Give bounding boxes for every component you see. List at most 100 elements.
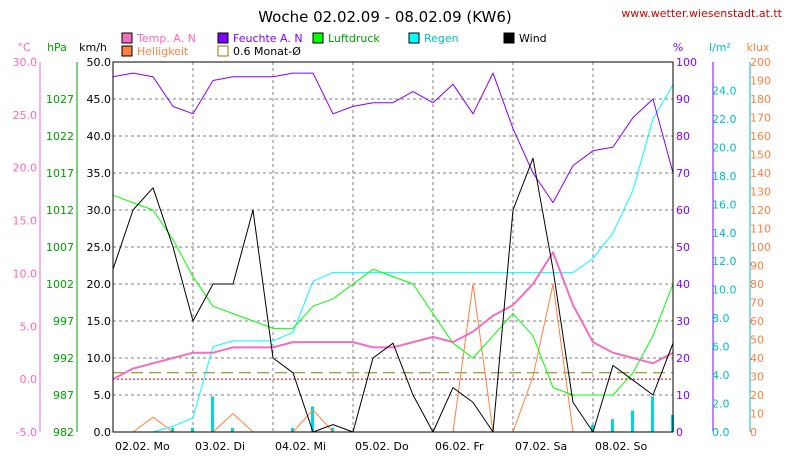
legend-label: Helligkeit <box>137 45 189 58</box>
y-axis-label-press: hPa <box>47 41 67 54</box>
rain-bar <box>231 428 234 432</box>
y-tick-rain: 8.0 <box>712 312 730 325</box>
y-tick-temp: 15.0 <box>13 215 38 228</box>
y-tick-lux: 190 <box>750 75 771 88</box>
rain-bar <box>631 410 634 432</box>
y-tick-lux: 50 <box>750 334 764 347</box>
x-tick-label: 07.02. Sa <box>515 440 567 453</box>
chart-title: Woche 02.02.09 - 08.02.09 (KW6) <box>258 8 512 26</box>
y-tick-lux: 90 <box>750 260 764 273</box>
y-tick-rain: 20.0 <box>712 141 737 154</box>
rain-bar <box>171 428 174 432</box>
y-tick-temp: 30.0 <box>13 56 38 69</box>
legend-swatch <box>408 32 420 44</box>
y-tick-temp: 25.0 <box>13 109 38 122</box>
y-tick-press: 982 <box>53 426 74 439</box>
y-tick-lux: 60 <box>750 315 764 328</box>
legend-swatch <box>217 32 229 44</box>
y-tick-lux: 20 <box>750 389 764 402</box>
y-axis-label-lux: klux <box>747 41 770 54</box>
y-tick-press: 997 <box>53 315 74 328</box>
y-tick-temp: 20.0 <box>13 162 38 175</box>
y-tick-press: 1017 <box>46 167 74 180</box>
y-tick-rain: 0.0 <box>712 426 730 439</box>
y-tick-rain: 22.0 <box>712 113 737 126</box>
series-line <box>112 72 674 204</box>
y-axis-label-hum: % <box>673 41 683 54</box>
x-tick-label: 04.02. Mi <box>275 440 326 453</box>
chart-legend: Temp. A. N Feuchte A. N Luftdruck Regen Wind… <box>121 32 547 58</box>
x-tick-label: 02.02. Mo <box>115 440 170 453</box>
chart-axes: -5.0 0.0 5.0 10.0 15.0 20.0 25.0 30.0 °C 982 987 99… <box>13 41 772 453</box>
x-tick-label: 08.02. So <box>595 440 647 453</box>
rain-bar <box>651 396 654 432</box>
y-tick-temp: 0.0 <box>20 373 38 386</box>
rain-bar <box>331 427 334 432</box>
legend-swatch <box>503 32 515 44</box>
y-tick-press: 1002 <box>46 278 74 291</box>
legend-label: 0.6 Monat-Ø <box>233 45 301 58</box>
y-tick-rain: 18.0 <box>712 170 737 183</box>
y-tick-rain: 6.0 <box>712 341 730 354</box>
source-url: www.wetter.wiesenstadt.at.tt <box>621 7 782 20</box>
y-tick-wind: 30.0 <box>87 204 112 217</box>
y-axis-label-rain: l/m² <box>709 41 731 54</box>
y-tick-hum: 10 <box>676 389 690 402</box>
y-tick-wind: 35.0 <box>87 167 112 180</box>
y-tick-lux: 140 <box>750 167 771 180</box>
y-tick-hum: 50 <box>676 241 690 254</box>
rain-bar <box>591 424 594 432</box>
rain-bar <box>311 406 314 432</box>
y-tick-lux: 130 <box>750 186 771 199</box>
y-tick-press: 1022 <box>46 130 74 143</box>
x-tick-label: 06.02. Fr <box>435 440 484 453</box>
y-tick-rain: 24.0 <box>712 84 737 97</box>
x-tick-label: 03.02. Di <box>195 440 245 453</box>
y-axis-label-wind: km/h <box>79 41 107 54</box>
legend-label: Feuchte A. N <box>233 32 303 45</box>
y-tick-lux: 120 <box>750 204 771 217</box>
y-tick-lux: 110 <box>750 223 771 236</box>
y-tick-temp: -5.0 <box>16 426 37 439</box>
y-tick-lux: 10 <box>750 408 764 421</box>
y-tick-lux: 80 <box>750 278 764 291</box>
y-tick-lux: 170 <box>750 112 771 125</box>
y-tick-rain: 4.0 <box>712 369 730 382</box>
y-tick-lux: 200 <box>750 56 771 69</box>
y-tick-hum: 80 <box>676 130 690 143</box>
y-tick-temp: 5.0 <box>20 320 38 333</box>
y-tick-hum: 90 <box>676 93 690 106</box>
y-tick-hum: 100 <box>676 56 697 69</box>
y-tick-hum: 70 <box>676 167 690 180</box>
y-tick-press: 992 <box>53 352 74 365</box>
y-tick-lux: 70 <box>750 297 764 310</box>
y-tick-wind: 0.0 <box>94 426 112 439</box>
legend-swatch <box>121 32 133 44</box>
rain-bar <box>191 427 194 432</box>
legend-swatch <box>217 45 229 57</box>
y-tick-wind: 40.0 <box>87 130 112 143</box>
y-tick-wind: 25.0 <box>87 241 112 254</box>
y-tick-lux: 150 <box>750 149 771 162</box>
plot-area <box>112 61 674 433</box>
legend-label: Regen <box>424 32 459 45</box>
y-tick-wind: 45.0 <box>87 93 112 106</box>
plot-frame <box>112 61 674 433</box>
y-tick-wind: 10.0 <box>87 352 112 365</box>
y-tick-press: 1012 <box>46 204 74 217</box>
y-tick-lux: 40 <box>750 352 764 365</box>
y-tick-wind: 50.0 <box>87 56 112 69</box>
y-tick-wind: 20.0 <box>87 278 112 291</box>
y-tick-hum: 20 <box>676 352 690 365</box>
y-tick-rain: 14.0 <box>712 227 737 240</box>
series-line <box>112 251 674 380</box>
series-line <box>113 84 674 433</box>
legend-label: Wind <box>519 32 547 45</box>
rain-bar <box>211 396 214 432</box>
y-tick-lux: 0 <box>750 426 757 439</box>
y-tick-press: 1027 <box>46 93 74 106</box>
y-tick-lux: 180 <box>750 93 771 106</box>
rain-bar <box>611 419 614 432</box>
y-tick-rain: 12.0 <box>712 255 737 268</box>
